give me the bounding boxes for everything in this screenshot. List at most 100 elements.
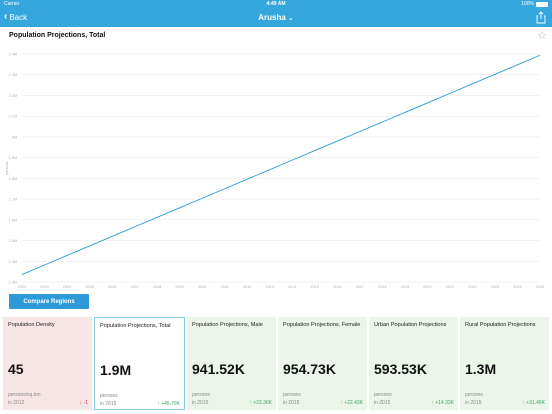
card-title: Population Projections, Male — [192, 322, 263, 328]
card-value: 954.73K — [283, 361, 336, 377]
data-point — [539, 54, 541, 56]
clock: 4:49 AM — [266, 1, 286, 7]
compare-regions-button[interactable]: Compare Regions — [9, 294, 89, 309]
x-tick-label: 2009 — [175, 285, 183, 289]
chart-title: Population Projections, Total — [9, 32, 106, 39]
x-tick-label: 2007 — [130, 285, 138, 289]
card-value: 941.52K — [192, 361, 245, 377]
card-title: Population Density — [8, 322, 55, 328]
x-tick-label: 2010 — [198, 285, 206, 289]
data-point — [449, 93, 451, 94]
x-tick-label: 2006 — [108, 285, 116, 289]
card-title: Population Projections, Female — [283, 322, 361, 328]
data-point — [179, 207, 180, 209]
x-tick-label: 2024 — [513, 285, 521, 289]
x-tick-label: 2013 — [266, 285, 274, 289]
card-year: in 2015 — [283, 400, 300, 406]
indicator-card[interactable]: Population Projections, Total 1.9M persons… — [94, 317, 185, 410]
data-point — [111, 236, 113, 237]
card-value: 45 — [8, 361, 24, 377]
x-tick-label: 2017 — [356, 285, 364, 289]
line-chart: 1.3M 1.4M 1.5M 1.6M 1.7M 1.8M 1.9M 2M 2.1M 2.2M 2.… — [5, 53, 544, 290]
data-point — [224, 188, 225, 190]
data-point — [291, 159, 293, 161]
y-axis-label: persons — [5, 161, 9, 175]
card-unit: persons — [374, 392, 392, 398]
x-tick-label: 2019 — [401, 285, 409, 289]
card-unit: persons — [100, 393, 118, 399]
x-tick-label: 2008 — [153, 285, 161, 289]
card-year: in 2015 — [374, 400, 391, 406]
x-tick-label: 2011 — [221, 285, 229, 289]
data-point — [89, 245, 90, 247]
x-tick-label: 2025 — [536, 285, 544, 289]
y-tick-label: 2M — [12, 135, 17, 139]
card-change: ↓ -1 — [79, 400, 88, 406]
data-point — [337, 140, 338, 142]
share-icon[interactable] — [536, 11, 546, 24]
data-point — [404, 112, 406, 113]
x-tick-label: 2002 — [18, 285, 26, 289]
indicator-card[interactable]: Population Projections, Male 941.52K perso… — [187, 317, 276, 410]
region-selector[interactable]: Arusha ⌄ — [0, 13, 552, 22]
back-button-label: Back — [9, 12, 28, 22]
x-tick-label: 2015 — [311, 285, 319, 289]
x-tick-label: 2020 — [423, 285, 431, 289]
data-point — [494, 74, 496, 75]
x-tick-label: 2021 — [446, 285, 454, 289]
back-button[interactable]: ‹ Back — [4, 12, 27, 22]
data-point — [156, 217, 158, 218]
indicator-card[interactable]: Population Projections, Female 954.73K per… — [278, 317, 367, 410]
data-point — [66, 255, 68, 256]
battery-status: 100% — [521, 1, 548, 7]
y-tick-label: 1.8M — [9, 177, 17, 181]
battery-percent: 100% — [521, 1, 534, 7]
data-point — [427, 102, 428, 104]
y-tick-label: 1.4M — [9, 260, 17, 264]
card-year: in 2015 — [192, 400, 209, 406]
card-year: in 2015 — [100, 401, 117, 407]
x-tick-label: 2012 — [243, 285, 251, 289]
chevron-left-icon: ‹ — [4, 11, 8, 22]
card-title: Rural Population Projections — [465, 322, 536, 328]
star-outline-icon[interactable]: ☆ — [537, 30, 547, 42]
card-value: 593.53K — [374, 361, 427, 377]
card-unit: persons/sq.km — [8, 392, 41, 398]
x-tick-label: 2016 — [333, 285, 341, 289]
y-tick-label: 1.9M — [9, 156, 17, 160]
y-tick-label: 1.6M — [9, 218, 17, 222]
data-point — [246, 178, 248, 180]
y-tick-label: 1.3M — [9, 281, 17, 285]
card-value: 1.3M — [465, 361, 497, 377]
x-tick-label: 2022 — [468, 285, 476, 289]
indicator-card[interactable]: Urban Population Projections 593.53K perso… — [369, 317, 458, 410]
y-tick-label: 1.5M — [9, 239, 17, 243]
card-value: 1.9M — [100, 362, 132, 378]
indicator-cards: Population Density 45 persons/sq.km in 2012… — [3, 317, 549, 410]
navigation-bar: ‹ Back Arusha ⌄ — [0, 9, 552, 27]
data-point — [359, 131, 361, 132]
chevron-down-icon: ⌄ — [287, 15, 294, 22]
card-unit: persons — [283, 392, 301, 398]
indicator-card[interactable]: Population Density 45 persons/sq.km in 2012… — [3, 317, 92, 410]
x-tick-label: 2004 — [63, 285, 71, 289]
card-unit: persons — [192, 392, 210, 398]
y-tick-label: 2.1M — [9, 115, 17, 119]
data-point — [517, 64, 518, 66]
y-tick-label: 1.7M — [9, 198, 17, 202]
data-point — [269, 169, 271, 170]
x-tick-label: 2018 — [378, 285, 386, 289]
data-point — [314, 150, 316, 151]
card-change: ↑ +14.33K — [431, 400, 454, 406]
x-tick-label: 2023 — [491, 285, 499, 289]
x-tick-label: 2003 — [40, 285, 48, 289]
card-change: ↑ +31.46K — [522, 400, 545, 406]
carrier-label: Carrier — [4, 1, 20, 7]
card-title: Urban Population Projections — [374, 322, 447, 328]
card-change: ↑ +45.79K — [157, 401, 180, 407]
data-point — [201, 197, 203, 199]
data-point — [382, 121, 383, 123]
card-year: in 2012 — [8, 400, 25, 406]
indicator-card[interactable]: Rural Population Projections 1.3M persons i… — [460, 317, 549, 410]
data-point — [21, 274, 23, 275]
